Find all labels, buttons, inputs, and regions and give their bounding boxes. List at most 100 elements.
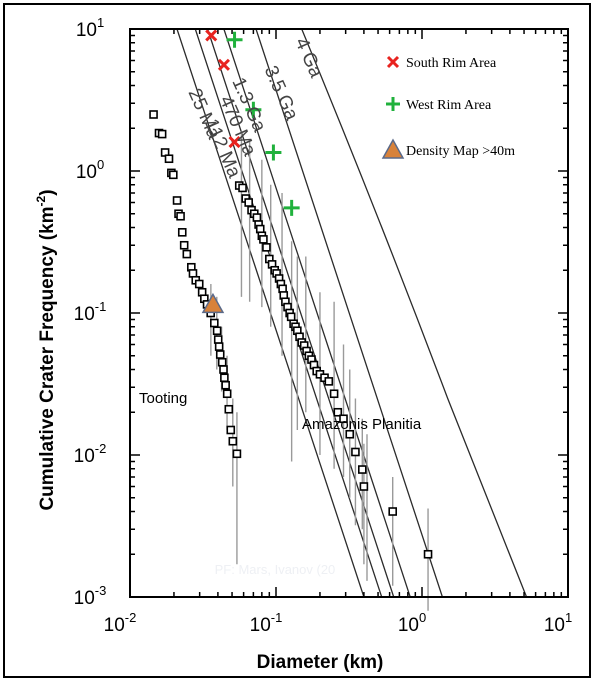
tooting-point-25	[215, 350, 225, 359]
tooting-point-9	[176, 211, 185, 221]
amazonis-label: Amazonis Planitia	[302, 416, 422, 433]
tooting-point-22	[212, 326, 222, 336]
tooting-point-34	[232, 449, 242, 459]
x-tick-exp-0: -2	[125, 610, 137, 625]
figure-frame: PF: Mars, Ivanov (20 10-2 10-1 100 101 10-3 1…	[3, 3, 591, 678]
x-tick-label-3: 101	[544, 610, 572, 636]
tooting-point-16	[194, 279, 204, 289]
tooting-point-2	[157, 129, 167, 139]
amazonis-point-39	[333, 407, 343, 417]
west-rim-marker-3	[283, 199, 300, 216]
tooting-point-33	[228, 436, 238, 446]
study-markers	[201, 29, 300, 314]
y-tick-base-2: 10	[74, 304, 95, 325]
tooting-point-14	[188, 269, 198, 278]
y-tick-base-3: 10	[76, 162, 97, 183]
x-tick-base-2: 10	[398, 615, 419, 636]
tooting-point-32	[226, 425, 236, 435]
amazonis-point-10	[259, 235, 268, 244]
tooting-point-21	[210, 318, 219, 328]
amazonis-point-40	[339, 414, 348, 424]
legend: South Rim Area West Rim Area Density Map…	[381, 55, 515, 159]
density-map-marker-0	[201, 292, 225, 314]
tooting-point-27	[219, 365, 228, 374]
south-rim-marker-2-stroke-b	[228, 135, 241, 149]
y-axis-title-close: )	[37, 189, 58, 195]
amazonis-point-42	[351, 447, 360, 457]
tooting-point-24	[214, 342, 224, 351]
legend-symbol-south-rim	[386, 55, 400, 69]
x-tick-base-0: 10	[104, 615, 125, 636]
amazonis-point-11	[262, 243, 271, 252]
y-tick-exp-1: -2	[95, 441, 107, 456]
y-tick-base-0: 10	[74, 588, 95, 609]
tooting-point-6	[169, 170, 178, 180]
amazonis-point-23	[286, 312, 296, 322]
x-tick-base-1: 10	[250, 615, 271, 636]
x-tick-exp-2: 0	[419, 610, 426, 625]
x-tick-label-1: 10-1	[250, 610, 283, 636]
amazonis-point-38	[329, 389, 339, 399]
x-tick-exp-1: -1	[271, 610, 283, 625]
amazonis-point-44	[359, 482, 369, 491]
south-rim-marker-0-stroke-b	[205, 29, 218, 42]
x-tick-base-3: 10	[544, 615, 565, 636]
isochron-line-3	[223, 29, 411, 597]
amazonis-point-37	[324, 377, 334, 386]
y-tick-label-2: 10-1	[74, 299, 107, 325]
y-tick-label-4: 101	[76, 15, 104, 41]
y-tick-base-1: 10	[74, 446, 95, 467]
isochron-line-5	[301, 29, 528, 597]
amazonis-point-43	[357, 465, 367, 474]
tooting-point-31	[224, 404, 234, 414]
x-tick-label-2: 100	[398, 610, 426, 636]
watermark-text: PF: Mars, Ivanov (20	[215, 562, 336, 577]
amazonis-point-6	[252, 213, 262, 222]
amazonis-point-1	[238, 183, 247, 193]
legend-symbol-density-map	[381, 138, 405, 159]
amazonis-point-3	[244, 198, 253, 207]
y-tick-exp-0: -3	[95, 583, 107, 598]
y-axis-title-main: Cumulative Crater Frequency (km	[37, 206, 58, 510]
tooting-point-10	[177, 228, 187, 237]
tooting-point-7	[172, 196, 182, 205]
isochron-line-4	[255, 29, 444, 597]
watermark-layer: PF: Mars, Ivanov (20	[215, 562, 336, 577]
tooting-point-30	[222, 389, 232, 399]
x-tick-exp-3: 1	[565, 610, 572, 625]
tooting-point-26	[217, 357, 227, 367]
tooting-point-4	[164, 154, 174, 164]
tooting-point-23	[213, 335, 223, 344]
tooting-point-11	[179, 240, 189, 250]
amazonis-point-45	[388, 507, 398, 516]
tooting-point-12	[182, 249, 192, 259]
legend-symbol-south-rim-stroke-b	[386, 55, 400, 69]
west-rim-marker-2	[265, 144, 282, 161]
crater-frequency-chart: PF: Mars, Ivanov (20 10-2 10-1 100 10110-31…	[34, 15, 573, 673]
amazonis-point-46	[423, 549, 433, 559]
y-axis-title-exponent: -2	[34, 195, 48, 206]
legend-label-density-map: Density Map >40m	[406, 144, 515, 159]
west-rim-marker-1	[245, 101, 262, 118]
y-tick-exp-3: 0	[97, 157, 104, 172]
tooting-point-28	[220, 373, 229, 383]
tooting-point-29	[221, 380, 230, 390]
south-rim-marker-2	[228, 135, 241, 149]
legend-label-west-rim: West Rim Area	[406, 98, 492, 113]
y-axis-title: Cumulative Crater Frequency (km-2)	[34, 189, 58, 510]
west-rim-marker-0	[226, 31, 243, 48]
south-rim-marker-0	[205, 29, 218, 42]
data-points	[149, 110, 433, 559]
y-tick-exp-2: -1	[95, 299, 107, 314]
legend-symbol-west-rim	[386, 97, 400, 111]
y-tick-label-0: 10-3	[74, 583, 107, 609]
x-tick-label-0: 10-2	[104, 610, 137, 636]
y-tick-base-4: 10	[76, 20, 97, 41]
tooting-point-0	[149, 110, 158, 119]
tooting-label: Tooting	[139, 390, 187, 407]
south-rim-marker-1	[217, 58, 231, 71]
legend-label-south-rim: South Rim Area	[406, 56, 497, 71]
y-tick-label-1: 10-2	[74, 441, 107, 467]
axes	[129, 28, 569, 598]
